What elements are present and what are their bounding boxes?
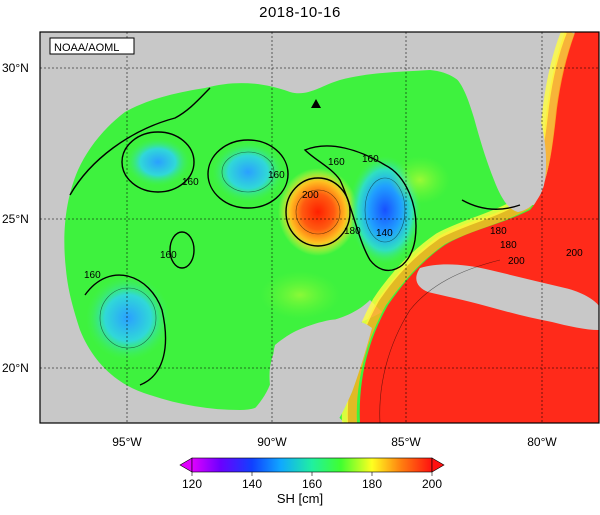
lon-label: 85°W (391, 435, 421, 449)
contour-label: 160 (328, 157, 345, 168)
yucatan-peninsula (240, 319, 372, 423)
contour-label: 200 (566, 248, 583, 259)
map-title: 2018-10-16 (259, 4, 341, 21)
contour-label: 160 (268, 170, 285, 181)
florida-peninsula (440, 32, 547, 212)
credit-text: NOAA/AOML (54, 42, 119, 54)
contour-label: 200 (302, 190, 319, 201)
colorbar: 120 140 160 180 200 (179, 457, 445, 491)
contour-label: 160 (160, 250, 177, 261)
contour-label: 160 (182, 177, 199, 188)
station-triangle-marker (311, 99, 321, 108)
colorbar-tick: 180 (362, 477, 382, 491)
lon-label: 90°W (257, 435, 287, 449)
lon-label: 95°W (112, 435, 142, 449)
cool-eddy-central (212, 142, 284, 202)
contour-label: 160 (362, 154, 379, 165)
map-area (40, 32, 599, 423)
contour-label: 140 (376, 228, 393, 239)
warm-eddy (278, 168, 358, 256)
colorbar-tick: 160 (302, 477, 322, 491)
contour-label: 180 (344, 226, 361, 237)
cool-eddy-southwest (86, 276, 170, 360)
colorbar-tick: 200 (422, 477, 442, 491)
colorbar-tick: 140 (242, 477, 262, 491)
graticule (40, 32, 599, 423)
colorbar-tick: 120 (182, 477, 202, 491)
contour-label: 200 (508, 256, 525, 267)
cool-eddy-west (126, 138, 190, 186)
contour-label: 180 (490, 226, 507, 237)
contour-lines (69, 87, 521, 386)
lat-label: 25°N (2, 212, 29, 226)
map-frame (39, 31, 600, 424)
contour-label: 160 (84, 270, 101, 281)
warm-water (359, 32, 599, 423)
lat-label: 30°N (2, 61, 29, 75)
lat-label: 20°N (2, 361, 29, 375)
credit-box: NOAA/AOML (49, 37, 135, 55)
colorbar-units: SH [cm] (276, 491, 324, 506)
longitude-labels: 95°W 90°W 85°W 80°W (112, 435, 557, 449)
cuba-island (416, 264, 599, 330)
contour-label: 180 (500, 240, 517, 251)
lon-label: 80°W (527, 435, 557, 449)
latitude-labels: 30°N 25°N 20°N (2, 61, 29, 375)
contour-label-group: 160 160 160 160 160 160 180 200 140 180 … (84, 154, 583, 281)
